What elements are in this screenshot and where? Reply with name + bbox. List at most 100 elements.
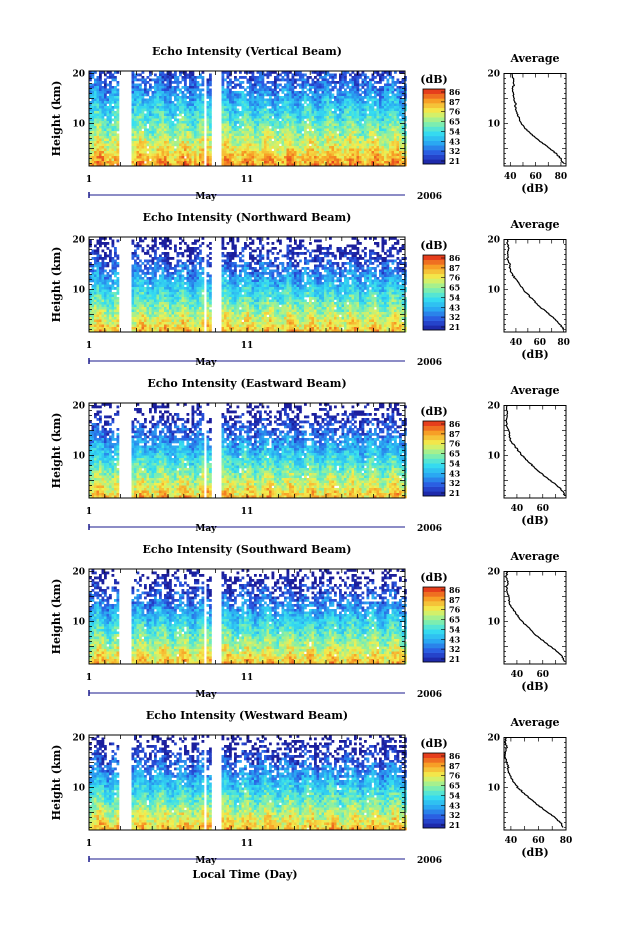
heatmap-cell xyxy=(94,81,97,84)
heatmap-cell xyxy=(106,108,110,112)
heatmap-cell xyxy=(336,148,340,152)
heatmap-cell xyxy=(136,98,140,102)
heatmap-cell xyxy=(384,106,387,109)
heatmap-cell xyxy=(369,113,372,117)
heatmap-cell xyxy=(154,151,157,154)
heatmap-cell xyxy=(139,146,142,149)
heatmap-cell xyxy=(116,138,120,142)
heatmap-cell xyxy=(366,96,370,99)
heatmap-cell xyxy=(144,267,147,270)
heatmap-cell xyxy=(114,158,117,162)
heatmap-cell xyxy=(344,106,347,109)
heatmap-cell xyxy=(181,76,185,79)
heatmap-cell xyxy=(256,136,260,139)
heatmap-cell xyxy=(141,131,145,134)
heatmap-cell xyxy=(201,78,205,82)
heatmap-cell xyxy=(366,143,370,147)
heatmap-cell xyxy=(134,103,137,107)
heatmap-cell xyxy=(89,131,92,134)
heatmap-cell xyxy=(379,121,382,124)
heatmap-cell xyxy=(206,96,210,99)
heatmap-cell xyxy=(269,161,272,164)
heatmap-cell xyxy=(291,78,295,82)
heatmap-cell xyxy=(111,136,115,139)
heatmap-cell xyxy=(376,88,380,92)
heatmap-cell xyxy=(109,151,112,154)
heatmap-cell xyxy=(114,86,117,89)
heatmap-cell xyxy=(319,88,322,92)
heatmap-cell xyxy=(169,88,172,92)
heatmap-cell xyxy=(399,247,402,250)
heatmap-cell xyxy=(269,158,272,162)
heatmap-cell xyxy=(116,118,120,122)
heatmap-cell xyxy=(146,81,150,84)
heatmap-cell xyxy=(341,123,345,127)
colorbar-segment xyxy=(423,131,445,137)
heatmap-cell xyxy=(396,106,400,109)
heatmap-cell xyxy=(159,113,162,117)
colorbar-tick-label: 21 xyxy=(449,156,460,166)
heatmap-cell xyxy=(324,71,327,74)
heatmap-cell xyxy=(149,138,152,142)
heatmap-cell xyxy=(206,161,210,164)
heatmap-cell xyxy=(281,71,285,74)
heatmap-cell xyxy=(259,239,262,243)
heatmap-cell xyxy=(346,131,350,134)
heatmap-cell xyxy=(91,96,95,99)
heatmap-cell xyxy=(109,133,112,137)
heatmap-cell xyxy=(379,143,382,147)
heatmap-cell xyxy=(301,88,305,92)
heatmap-cell xyxy=(316,239,320,243)
heatmap-cell xyxy=(159,156,162,159)
heatmap-cell xyxy=(371,96,375,99)
heatmap-cell xyxy=(316,264,320,268)
heatmap-cell xyxy=(376,81,380,84)
heatmap-cell xyxy=(301,78,305,82)
heatmap-cell xyxy=(111,111,115,114)
heatmap-cell xyxy=(264,136,267,139)
heatmap-cell xyxy=(381,71,385,74)
heatmap-cell xyxy=(321,78,325,82)
heatmap-cell xyxy=(199,252,202,255)
heatmap-cell xyxy=(356,247,360,250)
heatmap-cell xyxy=(261,86,265,89)
heatmap-cell xyxy=(394,128,397,132)
heatmap-cell xyxy=(231,237,235,240)
heatmap-cell xyxy=(251,143,255,147)
heatmap-cell xyxy=(209,128,212,132)
heatmap-cell xyxy=(109,141,112,144)
heatmap-cell xyxy=(261,143,265,147)
heatmap-cell xyxy=(379,161,382,164)
heatmap-cell xyxy=(141,239,145,243)
heatmap-cell xyxy=(249,86,252,89)
heatmap-cell xyxy=(94,116,97,119)
heatmap-cell xyxy=(319,126,322,129)
heatmap-cell xyxy=(311,148,315,152)
heatmap-cell xyxy=(224,121,227,124)
heatmap-cell xyxy=(301,143,305,147)
heatmap-cell xyxy=(244,128,247,132)
heatmap-cell xyxy=(141,71,145,74)
heatmap-cell xyxy=(199,101,202,104)
heatmap-cell xyxy=(239,264,242,268)
heatmap-cell xyxy=(329,96,332,99)
heatmap-cell xyxy=(109,98,112,102)
heatmap-cell xyxy=(289,151,292,154)
heatmap-cell xyxy=(334,146,337,149)
heatmap-cell xyxy=(249,267,252,270)
heatmap-cell xyxy=(101,249,105,253)
heatmap-cell xyxy=(196,76,200,79)
heatmap-cell xyxy=(311,98,315,102)
heatmap-cell xyxy=(199,108,202,112)
heatmap-cell xyxy=(176,153,180,157)
heatmap-cell xyxy=(161,76,165,79)
heatmap-cell xyxy=(221,151,225,154)
heatmap-cell xyxy=(186,247,190,250)
heatmap-cell xyxy=(274,126,277,129)
heatmap-cell xyxy=(324,264,327,268)
heatmap-cell xyxy=(236,96,240,99)
heatmap-cell xyxy=(254,83,257,87)
heatmap-cell xyxy=(331,267,335,270)
heatmap-cell xyxy=(141,76,145,79)
heatmap-cell xyxy=(334,143,337,147)
